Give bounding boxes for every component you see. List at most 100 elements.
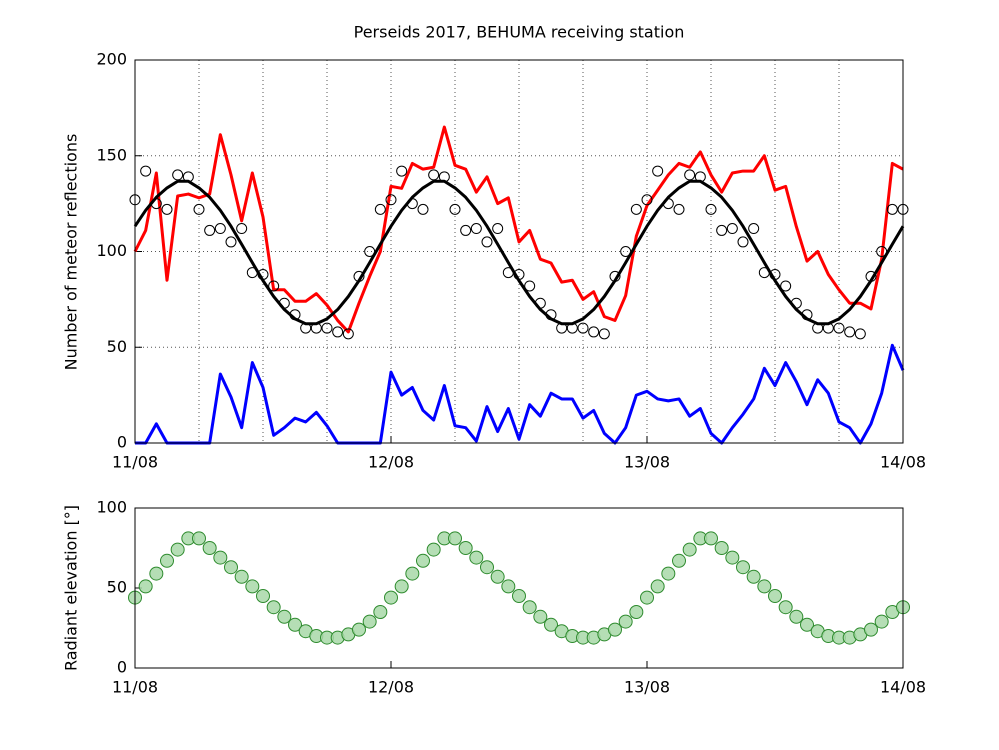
- data-point: [714, 541, 729, 555]
- data-point: [256, 589, 270, 603]
- x-tick-label: 11/08: [112, 678, 158, 697]
- data-point: [641, 194, 653, 206]
- data-point: [362, 614, 377, 629]
- chart-title: Perseids 2017, BEHUMA receiving station: [354, 23, 685, 42]
- data-line: [135, 343, 905, 445]
- data-point: [769, 268, 781, 280]
- data-point: [385, 194, 397, 206]
- data-point: [458, 541, 473, 555]
- data-point: [874, 614, 889, 629]
- data-point: [394, 579, 409, 594]
- data-point: [876, 246, 888, 257]
- data-point: [662, 198, 674, 210]
- data-point: [886, 203, 898, 215]
- y-tick-label: 50: [107, 337, 127, 356]
- data-point: [522, 600, 537, 615]
- data-line: [133, 125, 904, 334]
- data-point: [353, 270, 365, 282]
- data-point: [416, 553, 430, 568]
- data-point: [289, 309, 301, 321]
- data-point: [321, 322, 333, 334]
- data-point: [864, 622, 878, 637]
- data-point: [780, 280, 792, 292]
- data-point: [822, 322, 834, 334]
- data-point: [480, 560, 494, 575]
- data-point: [682, 542, 697, 557]
- data-point: [149, 566, 164, 581]
- y-tick-label: 100: [96, 498, 127, 517]
- data-point: [684, 169, 696, 181]
- data-point: [748, 223, 760, 235]
- data-point: [800, 617, 814, 632]
- data-point: [737, 236, 749, 248]
- data-point: [310, 322, 322, 334]
- data-point: [598, 328, 610, 340]
- data-point: [384, 590, 398, 605]
- data-point: [193, 203, 205, 215]
- data-point: [192, 531, 206, 546]
- y-tick-label: 100: [96, 241, 127, 260]
- data-point: [672, 553, 686, 568]
- data-point: [630, 203, 642, 215]
- data-point: [544, 617, 558, 632]
- data-point: [865, 270, 877, 282]
- data-point: [278, 297, 290, 309]
- data-point: [202, 541, 217, 555]
- data-point: [277, 609, 292, 624]
- data-point: [694, 171, 706, 183]
- data-point: [545, 309, 557, 321]
- plot-frame: [134, 507, 904, 669]
- data-point: [373, 605, 388, 619]
- data-point: [513, 268, 525, 280]
- y-tick-label: 50: [107, 578, 127, 597]
- data-point: [790, 297, 802, 309]
- data-point: [204, 224, 216, 236]
- data-point: [225, 236, 237, 248]
- data-point: [490, 569, 505, 584]
- data-point: [618, 614, 633, 629]
- data-point: [236, 223, 248, 235]
- data-point: [342, 328, 354, 340]
- data-point: [609, 270, 621, 282]
- data-point: [492, 223, 504, 235]
- data-point: [160, 553, 174, 568]
- data-point: [257, 268, 269, 280]
- data-point: [470, 223, 482, 235]
- plot-area: [135, 508, 903, 668]
- data-point: [438, 171, 450, 183]
- data-point: [428, 169, 440, 181]
- data-point: [556, 322, 568, 334]
- y-axis-label: Radiant elevation [°]: [62, 505, 81, 671]
- data-point: [469, 550, 484, 565]
- data-point: [332, 326, 344, 338]
- data-point: [512, 589, 526, 603]
- data-point: [481, 236, 493, 248]
- data-point: [801, 309, 813, 321]
- x-tick-label: 14/08: [880, 678, 926, 697]
- x-tick-label: 12/08: [368, 453, 414, 472]
- data-point: [812, 322, 824, 334]
- data-point: [426, 542, 441, 557]
- data-point: [300, 322, 312, 334]
- data-point: [364, 246, 376, 257]
- y-tick-label: 0: [117, 433, 127, 452]
- x-tick-label: 11/08: [112, 453, 158, 472]
- data-point: [746, 569, 761, 584]
- data-point: [524, 280, 536, 292]
- data-point: [566, 322, 578, 334]
- data-point: [501, 579, 516, 594]
- data-point: [650, 579, 665, 594]
- data-line: [133, 179, 905, 326]
- x-tick-label: 13/08: [624, 678, 670, 697]
- data-point: [705, 203, 717, 215]
- data-point: [161, 203, 173, 215]
- y-tick-label: 150: [96, 145, 127, 164]
- data-point: [726, 223, 738, 235]
- x-tick-label: 14/08: [880, 453, 926, 472]
- data-point: [629, 605, 644, 619]
- data-point: [352, 622, 366, 637]
- data-point: [725, 550, 740, 565]
- data-point: [172, 169, 184, 181]
- data-point: [778, 600, 793, 615]
